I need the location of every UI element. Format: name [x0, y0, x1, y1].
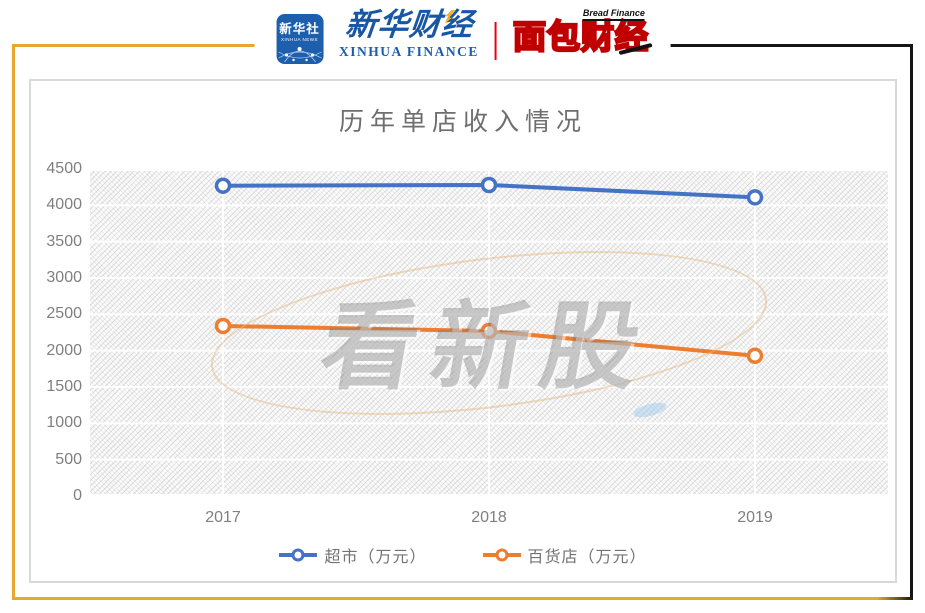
- data-point-marker: [214, 177, 232, 194]
- frame-left-edge: [12, 44, 15, 600]
- plot-area: 看新股: [90, 169, 888, 496]
- legend-label: 超市（万元）: [324, 549, 427, 566]
- y-axis-tick-label: 1500: [46, 378, 82, 395]
- legend-item: 百货店（万元）: [482, 543, 647, 567]
- xinhua-news-app-label-en: XINHUA NEWS: [281, 37, 319, 42]
- xinhua-finance-logo: 新华财经 XINHUA FINANCE: [339, 7, 479, 60]
- y-axis-tick-label: 4000: [46, 196, 82, 214]
- x-axis-tick-label: 2019: [737, 509, 773, 526]
- frame-bottom-edge: [12, 597, 913, 600]
- legend-label: 百货店（万元）: [527, 549, 647, 566]
- chart-title: 历年单店收入情况: [338, 108, 587, 136]
- y-axis-tick-label: 500: [55, 450, 82, 468]
- data-point-marker: [746, 347, 764, 365]
- xinhua-finance-logo-cn: 新华财经: [343, 7, 475, 42]
- legend: 超市（万元） 百货店（万元）: [31, 543, 895, 567]
- y-axis-tick-label: 0: [73, 487, 82, 504]
- data-point-marker: [214, 317, 232, 335]
- y-axis-tick-label: 4500: [46, 160, 82, 177]
- bread-finance-logo-en: Bread Finance: [582, 8, 645, 21]
- outer-frame: 历年单店收入情况 看新股 0 500 1000 1500 2000 2500 3000 350…: [12, 44, 913, 600]
- x-axis-tick-label: 2018: [471, 509, 507, 526]
- chart-svg: [90, 169, 888, 496]
- y-axis-tick-label: 3500: [46, 232, 82, 250]
- legend-item: 超市（万元）: [279, 543, 426, 567]
- chart-card: 历年单店收入情况 看新股 0 500 1000 1500 2000 2500 3000 350…: [29, 79, 897, 583]
- data-point-marker: [480, 176, 498, 194]
- data-point-marker: [480, 322, 498, 340]
- bread-finance-logo: Bread Finance 面包财经: [512, 8, 653, 56]
- legend-marker: [482, 548, 521, 562]
- y-axis-tick-label: 2000: [46, 341, 82, 359]
- xinhua-finance-logo-en: XINHUA FINANCE: [339, 44, 479, 59]
- frame-right-edge: [910, 44, 913, 600]
- legend-marker: [279, 548, 318, 562]
- logo-divider: [494, 22, 497, 60]
- header: 新华社 XINHUA NEWS 新华财经 XINHUA FINANCE Brea…: [254, 0, 671, 70]
- y-axis-tick-label: 2500: [46, 305, 82, 323]
- data-point-marker: [746, 189, 764, 206]
- x-axis-tick-label: 2017: [205, 509, 241, 526]
- xinhua-news-app-icon: 新华社 XINHUA NEWS: [276, 14, 324, 64]
- app-icon-network-graphic: [277, 47, 322, 63]
- y-axis-tick-label: 1000: [46, 414, 82, 432]
- y-axis-tick-label: 3000: [46, 269, 82, 286]
- xinhua-news-app-label-cn: 新华社: [279, 22, 320, 36]
